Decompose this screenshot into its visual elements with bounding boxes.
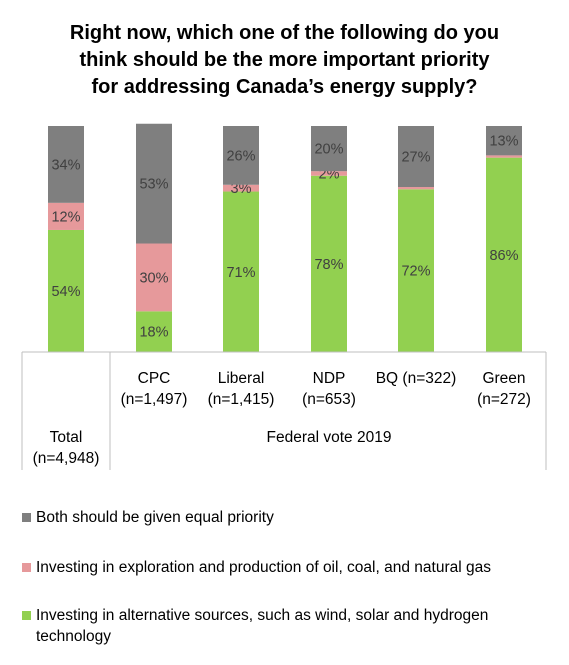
legend-item-equal-priority: Both should be given equal priority xyxy=(22,507,562,528)
bar-segment xyxy=(223,126,259,185)
data-label: 72% xyxy=(401,264,430,280)
bar-segment xyxy=(48,202,84,230)
category-label: (n=1,497) xyxy=(121,391,188,408)
chart-title: Right now, which one of the following do… xyxy=(20,20,549,101)
bar-segment xyxy=(486,155,522,158)
chart-title-line: think should be the more important prior… xyxy=(79,49,490,71)
bar-segment xyxy=(48,126,84,203)
legend-label: Investing in exploration and production … xyxy=(36,559,491,576)
category-label: (n=1,415) xyxy=(208,391,275,408)
category-label: (n=272) xyxy=(477,391,531,408)
data-label: 3% xyxy=(231,181,252,197)
bar-segment xyxy=(136,123,172,244)
legend-label: Both should be given equal priority xyxy=(36,509,274,526)
data-label: 30% xyxy=(139,270,168,286)
data-label: 71% xyxy=(226,265,255,281)
bar-segment xyxy=(136,243,172,312)
bar-segment xyxy=(398,126,434,188)
data-label: 53% xyxy=(139,177,168,193)
category-label: Green xyxy=(482,370,525,387)
category-label: CPC xyxy=(138,370,171,387)
data-label: 78% xyxy=(314,257,343,273)
category-label: Total xyxy=(50,429,83,446)
bar-segment xyxy=(398,189,434,352)
data-label: 27% xyxy=(401,150,430,166)
bar-segment xyxy=(223,191,259,352)
legend-label: Investing in alternative sources, such a… xyxy=(36,607,489,645)
bar-segment xyxy=(136,311,172,352)
data-label: 86% xyxy=(489,248,518,264)
legend-item-oil-gas: Investing in exploration and production … xyxy=(22,557,562,578)
bar-segment xyxy=(311,126,347,172)
category-label: (n=653) xyxy=(302,391,356,408)
bar-segment xyxy=(486,157,522,352)
chart-title-line: for addressing Canada’s energy supply? xyxy=(91,76,478,98)
legend-item-alternative: Investing in alternative sources, such a… xyxy=(22,605,562,647)
bar-segment xyxy=(398,187,434,190)
data-label: 18% xyxy=(139,325,168,341)
data-label: 54% xyxy=(51,284,80,300)
legend-swatch-pink xyxy=(22,563,31,572)
chart-title-line: Right now, which one of the following do… xyxy=(69,22,500,44)
data-label: 26% xyxy=(226,148,255,164)
data-label: 12% xyxy=(51,209,80,225)
bar-segment xyxy=(311,175,347,352)
bar-segment xyxy=(486,126,522,156)
group-label: Federal vote 2019 xyxy=(267,429,392,446)
data-label: 20% xyxy=(314,142,343,158)
category-label: (n=4,948) xyxy=(33,450,100,467)
category-label: NDP xyxy=(313,370,346,387)
stacked-bar-chart: 54%12%34%18%30%53%71%3%26%78%2%20%72%27%… xyxy=(21,123,547,470)
bar-segment xyxy=(311,171,347,176)
data-label: 34% xyxy=(51,157,80,173)
legend-swatch-green xyxy=(22,611,31,620)
bar-segment xyxy=(48,229,84,352)
category-label: Liberal xyxy=(218,370,265,387)
bar-segment xyxy=(223,184,259,192)
category-label: BQ (n=322) xyxy=(376,370,457,387)
legend-swatch-gray xyxy=(22,513,31,522)
data-label: 13% xyxy=(489,134,518,150)
